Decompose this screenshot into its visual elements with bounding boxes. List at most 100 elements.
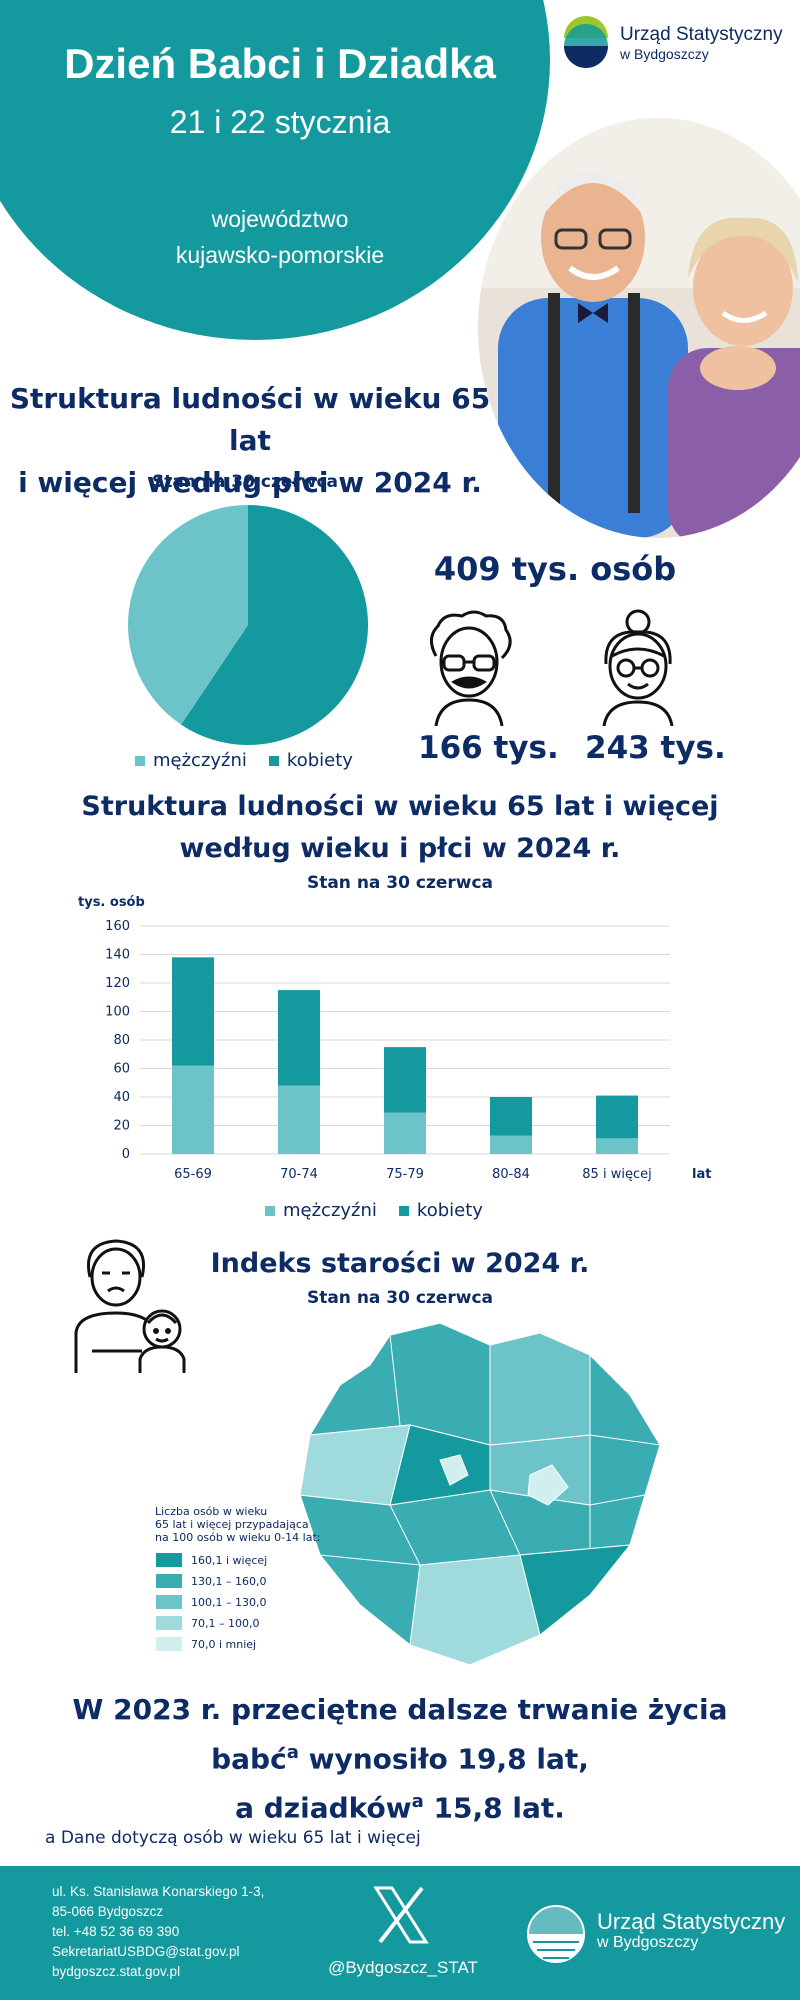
- y-tick-label: 80: [113, 1033, 130, 1048]
- pie-legend: mężczyźni kobiety: [135, 750, 353, 771]
- footer-email[interactable]: SekretariatUSBDG@stat.gov.pl: [52, 1944, 240, 1959]
- bar-women: [490, 1097, 532, 1136]
- bar-men: [172, 1065, 214, 1154]
- map-legend-item: 100,1 – 130,0: [155, 1594, 320, 1610]
- grandfather-icon: [430, 610, 512, 726]
- bar-women: [596, 1095, 638, 1139]
- total-population: 409 tys. osób: [433, 550, 677, 588]
- map-legend-item: 130,1 – 160,0: [155, 1573, 320, 1589]
- map-legend-label: 160,1 i więcej: [191, 1553, 268, 1567]
- men-count: 166 tys.: [418, 730, 559, 766]
- map-legend-swatch: [155, 1615, 183, 1631]
- map-legend-title-3: na 100 osób w wieku 0-14 lat:: [155, 1531, 321, 1544]
- life-expectancy-text: W 2023 r. przeciętne dalsze trwanie życi…: [0, 1688, 800, 1830]
- map-legend-swatch: [155, 1573, 183, 1589]
- x-tick-label: 70-74: [280, 1167, 318, 1182]
- pie-slice-women: [181, 505, 368, 745]
- logo-top[interactable]: Urząd Statystyczny w Bydgoszczy: [562, 8, 783, 78]
- bar-women: [384, 1047, 426, 1113]
- ageing-index-subtitle: Stan na 30 czerwca: [306, 1288, 494, 1308]
- ageing-index-title: Indeks starości w 2024 r.: [210, 1248, 590, 1279]
- social-handle[interactable]: @Bydgoszcz_STAT: [328, 1958, 478, 1977]
- map-legend-items: 160,1 i więcej 130,1 – 160,0 100,1 – 130,0…: [155, 1552, 320, 1652]
- footer-logo-line-1: Urząd Statystyczny: [597, 1909, 786, 1935]
- legend-women-label: kobiety: [286, 750, 353, 771]
- bar-legend-men: mężczyźni: [265, 1200, 377, 1221]
- y-tick-label: 100: [105, 1005, 130, 1020]
- age-structure-subtitle: Stan na 30 czerwca: [306, 873, 494, 893]
- pie-slice-men: [127, 505, 248, 725]
- women-count: 243 tys.: [585, 730, 726, 766]
- y-tick-label: 20: [113, 1119, 130, 1134]
- bar-legend-women: kobiety: [398, 1200, 483, 1221]
- map-legend-title-2: 65 lat i więcej przypadająca: [155, 1518, 309, 1531]
- sex-structure-title-line-2: i więcej według płci w 2024 r.: [18, 466, 482, 499]
- region-line-2: kujawsko-pomorskie: [175, 242, 385, 268]
- map-legend-item: 160,1 i więcej: [155, 1552, 320, 1568]
- bar-legend-women-label: kobiety: [416, 1200, 483, 1221]
- grandparents-photo: [478, 118, 800, 538]
- map-legend-title-1: Liczba osób w wieku: [155, 1505, 268, 1518]
- x-tick-label: 80-84: [492, 1167, 530, 1182]
- footer-address-line-2: 85-066 Bydgoszcz: [52, 1904, 164, 1919]
- bar-women: [172, 957, 214, 1066]
- map-legend-label: 130,1 – 160,0: [191, 1574, 267, 1588]
- sex-structure-title-line-1: Struktura ludności w wieku 65 lat: [9, 382, 491, 457]
- bar-men: [384, 1112, 426, 1154]
- y-tick-label: 140: [105, 948, 130, 963]
- footnote: a Dane dotyczą osób w wieku 65 lat i wię…: [45, 1828, 421, 1848]
- y-tick-label: 0: [122, 1147, 130, 1162]
- age-structure-title: Struktura ludności w wieku 65 lat i więc…: [40, 786, 760, 870]
- map-legend-label: 70,1 – 100,0: [191, 1616, 260, 1630]
- sex-structure-subtitle: Stan na 30 czerwca: [151, 472, 339, 492]
- region-line-1: województwo: [211, 206, 349, 232]
- map-legend-label: 70,0 i mniej: [191, 1637, 257, 1651]
- age-structure-title-line-2: według wieku i płci w 2024 r.: [179, 833, 621, 864]
- y-tick-label: 60: [113, 1062, 130, 1077]
- map-legend-item: 70,0 i mniej: [155, 1636, 320, 1652]
- bar-women: [278, 990, 320, 1086]
- map-legend-swatch: [155, 1636, 183, 1652]
- region-map: [299, 1322, 661, 1666]
- logo-name-line-1: Urząd Statystyczny: [620, 24, 783, 46]
- footer-logo[interactable]: Urząd Statystyczny w Bydgoszczy: [525, 1890, 785, 1972]
- map-legend-item: 70,1 – 100,0: [155, 1615, 320, 1631]
- age-structure-title-line-1: Struktura ludności w wieku 65 lat i więc…: [81, 791, 719, 822]
- legend-men: mężczyźni: [135, 750, 247, 771]
- x-tick-label: 85 i więcej: [582, 1167, 651, 1182]
- life-expectancy-line-1: W 2023 r. przeciętne dalsze trwanie życi…: [72, 1693, 728, 1726]
- grandmother-icon: [602, 609, 674, 726]
- x-tick-label: 65-69: [174, 1167, 212, 1182]
- bar-men: [278, 1085, 320, 1154]
- legend-men-label: mężczyźni: [153, 750, 247, 771]
- grandpa-with-child-icon: [74, 1239, 186, 1373]
- event-date: 21 i 22 stycznia: [169, 104, 391, 140]
- sex-structure-title: Struktura ludności w wieku 65 lat i więc…: [0, 378, 500, 504]
- x-tick-label: 75-79: [386, 1167, 424, 1182]
- life-expectancy-line-2: babća wynosiło 19,8 lat,: [211, 1742, 589, 1776]
- map-legend: Liczba osób w wieku 65 lat i więcej przy…: [155, 1505, 320, 1657]
- x-logo-icon[interactable]: [370, 1884, 432, 1946]
- footer: ul. Ks. Stanisława Konarskiego 1-3, 85-0…: [0, 1866, 800, 2000]
- map-legend-swatch: [155, 1594, 183, 1610]
- bar-men: [596, 1138, 638, 1154]
- footer-logo-emblem-icon: [527, 1905, 585, 1963]
- legend-women: kobiety: [268, 750, 353, 771]
- life-expectancy-line-3: a dziadkówa 15,8 lat.: [235, 1791, 565, 1825]
- bar-legend-men-label: mężczyźni: [283, 1200, 377, 1221]
- footer-address: ul. Ks. Stanisława Konarskiego 1-3, 85-0…: [52, 1882, 264, 1982]
- footer-phone[interactable]: tel. +48 52 36 69 390: [52, 1924, 180, 1939]
- footer-logo-line-2: w Bydgoszczy: [597, 1934, 699, 1952]
- bar-legend: mężczyźni kobiety: [265, 1200, 483, 1221]
- y-tick-label: 160: [105, 919, 130, 934]
- footer-website[interactable]: bydgoszcz.stat.gov.pl: [52, 1964, 181, 1979]
- age-bar-chart: tys. osób 0 20 40 60 80 100 120 140 160 65-69 70-74…: [78, 895, 711, 1182]
- x-axis-label: lat: [692, 1167, 711, 1182]
- logo-name-line-2: w Bydgoszczy: [620, 45, 709, 62]
- bar-men: [490, 1135, 532, 1154]
- y-tick-label: 120: [105, 976, 130, 991]
- map-legend-label: 100,1 – 130,0: [191, 1595, 267, 1609]
- logo-emblem-icon: [564, 16, 608, 68]
- footer-address-line-1: ul. Ks. Stanisława Konarskiego 1-3,: [52, 1884, 265, 1899]
- page-title: Dzień Babci i Dziadka: [64, 40, 496, 87]
